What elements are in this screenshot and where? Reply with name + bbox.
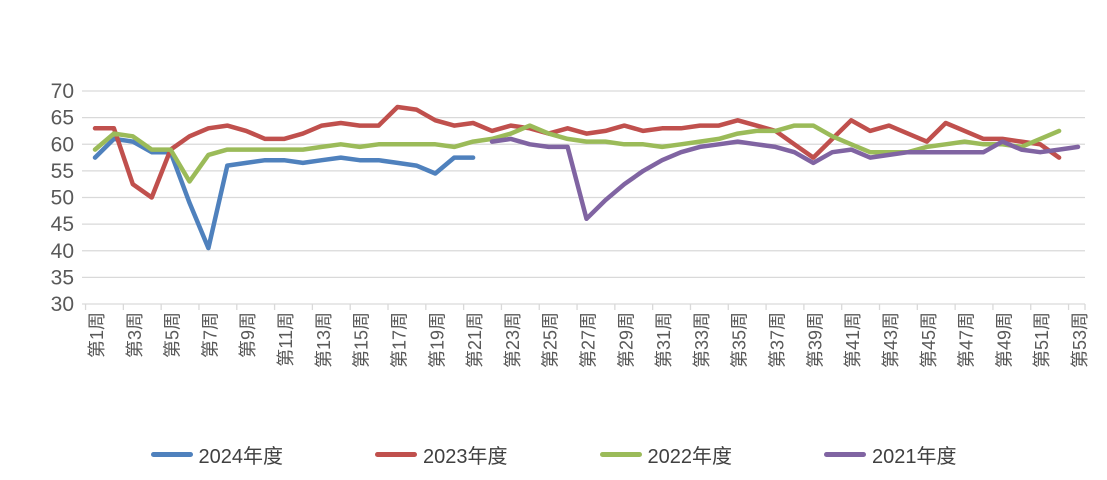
x-axis-label: 第19周 xyxy=(427,312,447,368)
x-axis-label: 第47周 xyxy=(957,312,977,368)
x-axis-label: 第23周 xyxy=(503,312,523,368)
x-axis-label: 第39周 xyxy=(805,312,825,368)
x-axis-label: 第13周 xyxy=(314,312,334,368)
legend-label: 2022年度 xyxy=(647,446,733,468)
x-axis-label: 第37周 xyxy=(768,312,788,368)
x-axis-label: 第3周 xyxy=(125,312,145,358)
chart-legend: 2024年度 2023年度 2022年度 2021年度 xyxy=(0,440,1107,469)
x-axis-label: 第53周 xyxy=(1070,312,1090,368)
x-axis-label: 第5周 xyxy=(163,312,183,358)
x-axis-tick-marks xyxy=(84,304,1086,310)
y-axis-label: 60 xyxy=(51,133,74,156)
legend-swatch xyxy=(599,452,642,457)
legend-label: 2021年度 xyxy=(872,446,957,468)
legend-item-2022年度[interactable]: 2022年度 xyxy=(599,440,733,469)
x-axis-label: 第7周 xyxy=(200,312,220,358)
series-line-2023年度[interactable] xyxy=(92,104,1062,200)
x-axis-label: 第49周 xyxy=(994,312,1014,368)
x-axis-label: 第45周 xyxy=(919,312,939,368)
x-axis-label: 第17周 xyxy=(389,312,409,368)
legend-label: 2023年度 xyxy=(423,446,508,468)
y-axis-label: 55 xyxy=(51,160,74,183)
x-axis-label: 第51周 xyxy=(1032,312,1052,368)
y-axis-label: 70 xyxy=(51,80,74,103)
x-axis-label: 第21周 xyxy=(465,312,485,368)
legend-item-2021年度[interactable]: 2021年度 xyxy=(824,440,957,469)
x-axis-label: 第33周 xyxy=(692,312,712,368)
y-axis-label: 40 xyxy=(51,240,74,263)
x-axis-label: 第1周 xyxy=(87,312,107,358)
x-axis-label: 第41周 xyxy=(843,312,863,368)
x-axis-label: 第15周 xyxy=(352,312,372,368)
series-lines xyxy=(92,104,1081,251)
x-axis-label: 第25周 xyxy=(541,312,561,368)
x-axis-label: 第35周 xyxy=(730,312,750,368)
gridlines xyxy=(82,90,1085,305)
x-axis-label: 第11周 xyxy=(276,312,296,367)
legend-label: 2024年度 xyxy=(198,446,284,468)
x-axis-label: 第43周 xyxy=(881,312,901,368)
x-axis-label: 第27周 xyxy=(579,312,599,368)
y-axis-labels: 70 65 60 55 50 45 40 35 30 xyxy=(51,80,74,316)
y-axis-label: 30 xyxy=(51,293,74,316)
legend-swatch xyxy=(375,452,417,457)
y-axis-label: 35 xyxy=(51,266,74,289)
x-axis-labels: 第1周 第3周 第5周 第7周 第9周 第11周 第13周 第15周 第17周 第19周 第21周第… xyxy=(87,312,1090,368)
series-line-2024年度[interactable] xyxy=(92,136,476,251)
legend-item-2024年度[interactable]: 2024年度 xyxy=(150,440,284,469)
legend-swatch xyxy=(824,452,866,457)
y-axis-label: 65 xyxy=(51,107,74,130)
series-line-2021年度[interactable] xyxy=(489,136,1081,222)
legend-swatch xyxy=(150,452,193,457)
y-axis-label: 45 xyxy=(51,213,74,236)
legend-item-2023年度[interactable]: 2023年度 xyxy=(375,440,508,469)
x-axis-label: 第31周 xyxy=(654,312,674,368)
y-axis-label: 50 xyxy=(51,187,74,210)
x-axis-label: 第29周 xyxy=(616,312,636,368)
x-axis-label: 第9周 xyxy=(238,312,258,358)
